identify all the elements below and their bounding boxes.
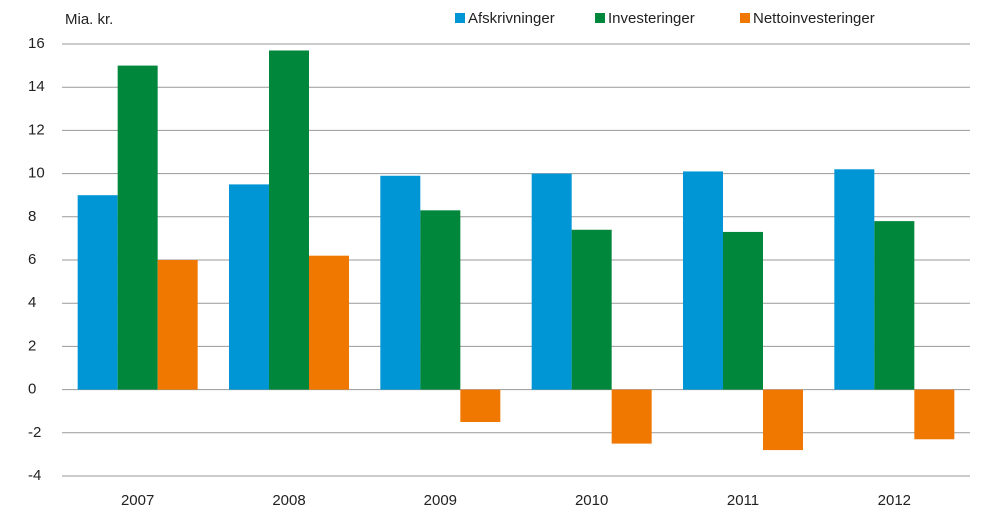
bar [723, 231, 763, 390]
x-tick-label: 2009 [424, 492, 457, 509]
bar [571, 229, 612, 390]
x-tick-label: 2007 [121, 492, 154, 509]
bar [611, 389, 652, 444]
bar [229, 184, 269, 390]
x-tick-label: 2008 [272, 492, 305, 509]
y-tick-label: 2 [28, 337, 36, 354]
y-tick-label: 0 [28, 381, 36, 398]
legend-label: Nettoinvesteringer [753, 10, 875, 27]
bar [531, 173, 572, 390]
x-tick-label: 2010 [575, 492, 608, 509]
y-axis-label: Mia. kr. [65, 11, 113, 28]
y-tick-label: -4 [28, 467, 41, 484]
y-tick-label: -2 [28, 424, 41, 441]
bar [683, 171, 723, 390]
y-tick-label: 4 [28, 294, 36, 311]
bar [763, 389, 803, 451]
y-tick-label: 6 [28, 251, 36, 268]
y-tick-label: 8 [28, 208, 36, 225]
bar [117, 65, 158, 390]
bar [309, 255, 349, 390]
legend-swatch [595, 13, 605, 23]
x-tick-label: 2012 [878, 492, 911, 509]
bar [420, 210, 461, 390]
bar [269, 50, 309, 390]
bar [460, 389, 501, 422]
bar [914, 389, 955, 440]
bar [834, 169, 875, 390]
legend-swatch [455, 13, 465, 23]
bar [77, 195, 118, 390]
bar [874, 221, 915, 390]
legend-label: Afskrivninger [468, 10, 555, 27]
bar [157, 260, 198, 390]
y-tick-label: 16 [28, 35, 45, 52]
x-tick-label: 2011 [727, 492, 759, 509]
y-tick-label: 10 [28, 165, 45, 182]
bar [380, 175, 421, 390]
legend-label: Investeringer [608, 10, 695, 27]
y-tick-label: 12 [28, 121, 45, 138]
legend-swatch [740, 13, 750, 23]
y-tick-label: 14 [28, 78, 45, 95]
